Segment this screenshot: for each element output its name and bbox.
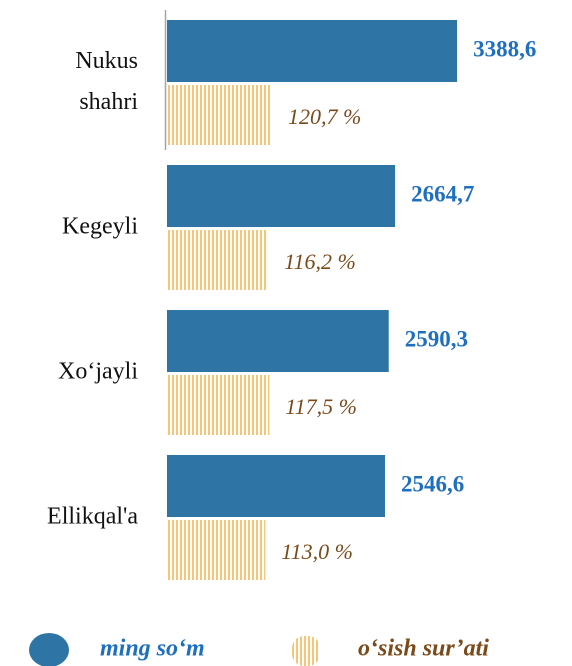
bar	[167, 165, 396, 227]
value-label: 2546,6	[401, 471, 464, 496]
legend-label: ming so‘m	[100, 636, 205, 662]
legend-swatch	[292, 636, 320, 666]
value-label: 120,7 %	[288, 104, 361, 129]
bar	[167, 375, 270, 435]
category-label: Nukus shahri	[75, 48, 138, 115]
bar	[167, 310, 389, 372]
value-label: 2664,7	[411, 181, 474, 206]
legend-label: o‘sish sur’ati	[358, 636, 489, 662]
bar	[167, 455, 385, 517]
bar	[167, 520, 266, 580]
value-label: 113,0 %	[281, 539, 353, 564]
legend-swatch	[29, 633, 69, 666]
bar	[167, 20, 458, 82]
category-label: Xo‘jayli	[58, 358, 138, 385]
value-label: 2590,3	[405, 326, 468, 351]
value-label: 116,2 %	[284, 249, 356, 274]
category-label: Ellikqal'a	[47, 503, 138, 530]
value-label: 3388,6	[473, 36, 536, 61]
bar	[167, 85, 273, 145]
value-label: 117,5 %	[285, 394, 357, 419]
category-label: Kegeyli	[62, 213, 138, 240]
bar	[167, 230, 269, 290]
